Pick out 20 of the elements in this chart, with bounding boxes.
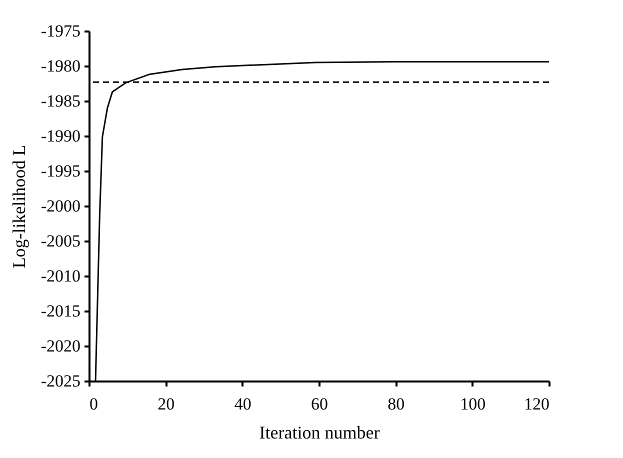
y-tick-label: -2025 xyxy=(40,372,80,390)
x-tick-label: 100 xyxy=(460,394,486,414)
y-tick-label: -2005 xyxy=(40,232,80,250)
x-tick-label: 80 xyxy=(388,394,405,414)
x-tick-label: 60 xyxy=(311,394,328,414)
y-tick-label: -2010 xyxy=(40,266,80,286)
y-tick-label: -1980 xyxy=(40,56,80,76)
x-tick-label: 0 xyxy=(90,394,98,414)
y-tick-label: -1975 xyxy=(40,22,80,40)
y-axis-title: Log-likelihood L xyxy=(8,144,29,268)
x-tick-label: 120 xyxy=(524,394,550,414)
x-tick-label: 20 xyxy=(158,394,175,414)
y-tick-label: -2015 xyxy=(40,302,80,320)
y-tick-label: -2020 xyxy=(40,336,80,356)
x-tick-label: 40 xyxy=(234,394,252,414)
y-tick-label: -1985 xyxy=(40,92,80,110)
x-axis-title: Iteration number xyxy=(259,422,380,442)
y-tick-label: -2000 xyxy=(40,196,80,216)
y-tick-label: -1990 xyxy=(40,126,80,146)
y-tick-label: -1995 xyxy=(40,162,80,180)
